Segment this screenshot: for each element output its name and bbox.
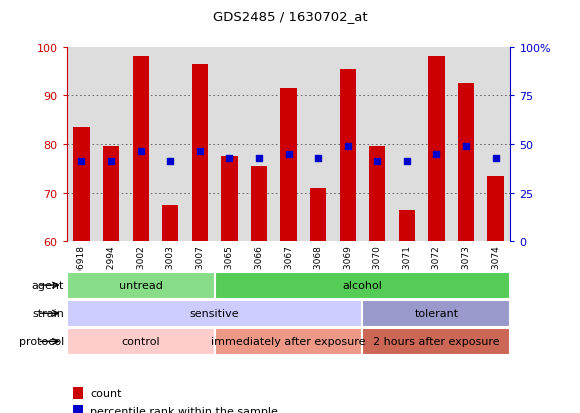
Point	[224, 156, 234, 162]
Point	[372, 158, 382, 165]
Point	[313, 156, 322, 162]
Point	[166, 158, 175, 165]
Bar	[162, 205, 179, 242]
Bar	[339, 69, 356, 242]
Point	[77, 158, 86, 165]
Bar	[67, 328, 215, 355]
Point	[107, 158, 116, 165]
Point	[432, 151, 441, 157]
Bar	[458, 84, 474, 242]
Point	[255, 156, 264, 162]
Text: protocol: protocol	[19, 337, 64, 347]
Text: tolerant: tolerant	[414, 309, 459, 318]
Bar	[103, 147, 119, 242]
Point	[136, 149, 145, 155]
Bar	[398, 210, 415, 242]
Text: immediately after exposure: immediately after exposure	[211, 337, 366, 347]
Bar	[67, 272, 215, 299]
Bar	[251, 166, 267, 242]
Point	[491, 156, 500, 162]
Point	[462, 144, 471, 150]
Bar	[362, 328, 510, 355]
Bar	[67, 300, 362, 327]
Point	[343, 144, 352, 150]
Bar	[132, 57, 149, 242]
Text: 2 hours after exposure: 2 hours after exposure	[373, 337, 500, 347]
Bar	[215, 272, 510, 299]
Bar	[369, 147, 386, 242]
Bar	[487, 176, 504, 242]
Text: strain: strain	[32, 309, 64, 318]
Bar	[191, 64, 208, 242]
Bar	[215, 328, 362, 355]
Point	[284, 151, 293, 157]
Text: sensitive: sensitive	[190, 309, 240, 318]
Bar	[221, 157, 238, 242]
Bar	[362, 300, 510, 327]
Text: alcohol: alcohol	[343, 280, 382, 290]
Bar	[310, 188, 327, 242]
Point	[195, 149, 204, 155]
Text: untread: untread	[119, 280, 162, 290]
Text: GDS2485 / 1630702_at: GDS2485 / 1630702_at	[213, 10, 367, 23]
Text: control: control	[121, 337, 160, 347]
Text: count: count	[90, 388, 121, 398]
Text: agent: agent	[31, 280, 64, 290]
Bar	[428, 57, 445, 242]
Text: percentile rank within the sample: percentile rank within the sample	[90, 406, 278, 413]
Point	[403, 158, 412, 165]
Bar	[73, 128, 90, 242]
Bar	[280, 89, 297, 242]
